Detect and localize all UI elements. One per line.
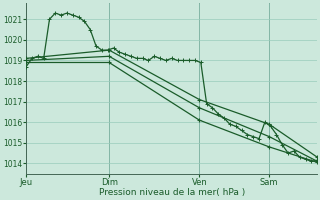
X-axis label: Pression niveau de la mer( hPa ): Pression niveau de la mer( hPa ): [99, 188, 245, 197]
